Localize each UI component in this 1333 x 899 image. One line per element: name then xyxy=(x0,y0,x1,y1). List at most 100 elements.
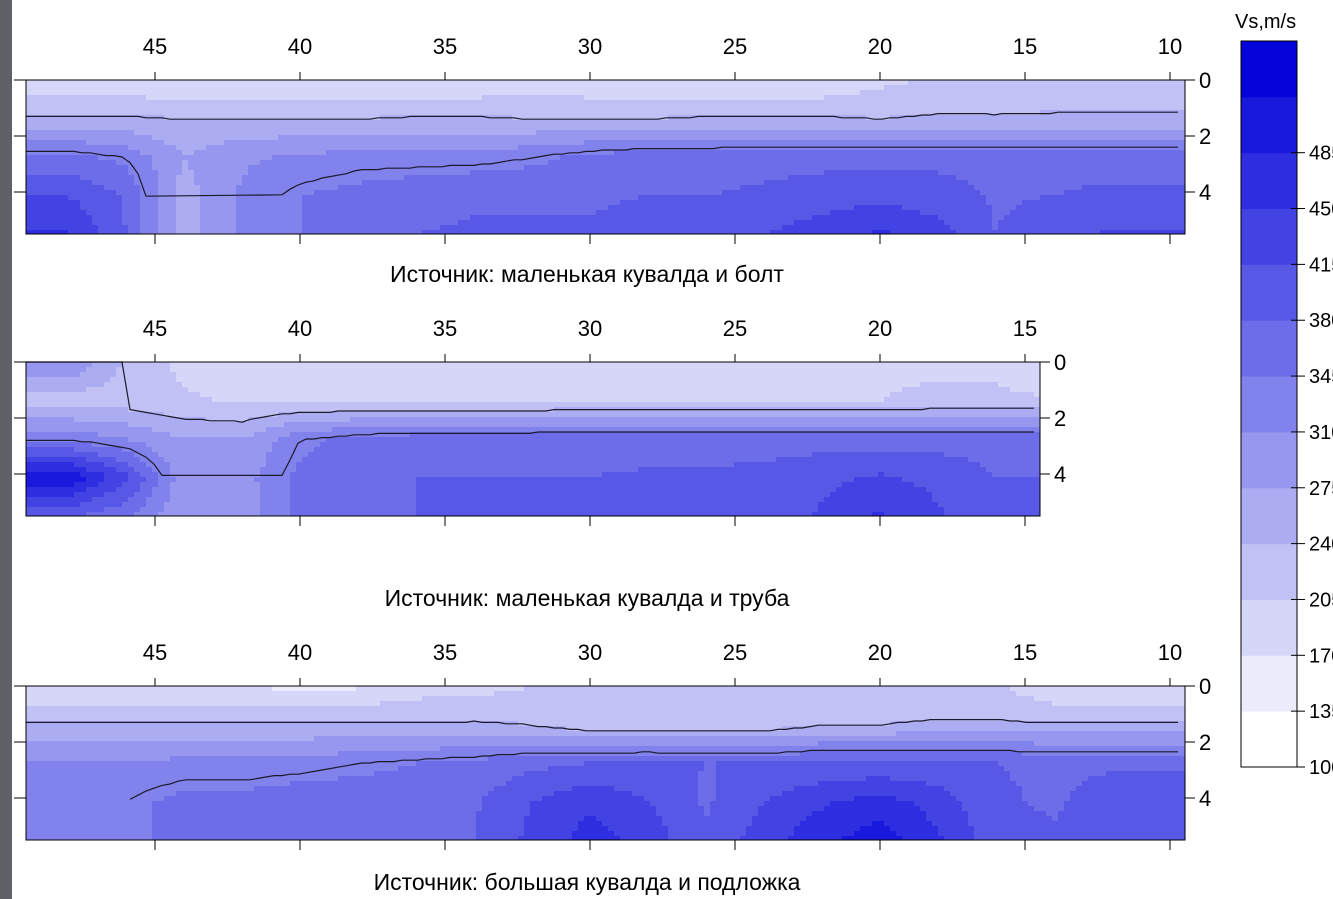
contour-cell xyxy=(578,185,585,191)
contour-cell xyxy=(98,110,105,116)
contour-cell xyxy=(608,170,615,176)
contour-cell xyxy=(686,85,693,91)
contour-cell xyxy=(638,190,645,196)
contour-cell xyxy=(980,150,987,156)
contour-cell xyxy=(68,145,75,151)
contour-cell xyxy=(1154,155,1161,161)
contour-cell xyxy=(698,195,705,201)
contour-cell xyxy=(1052,155,1059,161)
contour-cell xyxy=(386,185,393,191)
contour-cell xyxy=(398,130,405,136)
contour-cell xyxy=(698,190,705,196)
contour-cell xyxy=(812,170,819,176)
contour-cell xyxy=(722,165,729,171)
contour-cell xyxy=(1118,105,1125,111)
contour-cell xyxy=(200,165,207,171)
contour-cell xyxy=(884,125,891,131)
contour-cell xyxy=(1166,120,1173,126)
contour-cell xyxy=(752,180,759,186)
contour-cell xyxy=(746,205,753,211)
contour-cell xyxy=(104,95,111,101)
contour-cell xyxy=(734,130,741,136)
contour-cell xyxy=(824,190,831,196)
contour-cell xyxy=(56,105,63,111)
contour-cell xyxy=(800,165,807,171)
contour-cell xyxy=(530,145,537,151)
contour-cell xyxy=(122,200,129,206)
contour-cell xyxy=(1076,95,1083,101)
contour-cell xyxy=(362,105,369,111)
contour-cell xyxy=(854,85,861,91)
contour-cell xyxy=(428,125,435,131)
contour-cell xyxy=(782,150,789,156)
contour-cell xyxy=(572,125,579,131)
contour-cell xyxy=(884,175,891,181)
contour-cell xyxy=(506,95,513,101)
contour-cell xyxy=(500,90,507,96)
contour-cell xyxy=(890,105,897,111)
contour-cell xyxy=(590,145,597,151)
contour-cell xyxy=(716,190,723,196)
contour-cell xyxy=(152,180,159,186)
contour-cell xyxy=(452,190,459,196)
contour-cell xyxy=(650,170,657,176)
contour-cell xyxy=(878,120,885,126)
contour-cell xyxy=(92,140,99,146)
contour-cell xyxy=(44,130,51,136)
contour-cell xyxy=(242,130,249,136)
contour-cell xyxy=(104,170,111,176)
contour-cell xyxy=(584,200,591,206)
contour-cell xyxy=(50,205,57,211)
contour-cell xyxy=(554,135,561,141)
contour-cell xyxy=(524,95,531,101)
contour-cell xyxy=(260,140,267,146)
contour-cell xyxy=(1160,155,1167,161)
contour-cell xyxy=(170,145,177,151)
contour-cell xyxy=(26,145,33,151)
contour-cell xyxy=(842,195,849,201)
contour-cell xyxy=(356,160,363,166)
contour-cell xyxy=(356,185,363,191)
contour-cell xyxy=(356,80,363,86)
contour-cell xyxy=(524,135,531,141)
contour-cell xyxy=(1046,80,1053,86)
contour-cell xyxy=(704,175,711,181)
contour-cell xyxy=(572,170,579,176)
contour-cell xyxy=(680,180,687,186)
contour-cell xyxy=(770,160,777,166)
contour-cell xyxy=(668,175,675,181)
contour-cell xyxy=(464,110,471,116)
contour-cell xyxy=(818,135,825,141)
contour-cell xyxy=(446,190,453,196)
contour-cell xyxy=(38,80,45,86)
contour-cell xyxy=(344,130,351,136)
contour-cell xyxy=(950,110,957,116)
contour-cell xyxy=(1142,105,1149,111)
contour-cell xyxy=(854,95,861,101)
contour-cell xyxy=(536,80,543,86)
contour-cell xyxy=(440,185,447,191)
contour-cell xyxy=(926,130,933,136)
contour-cell xyxy=(56,175,63,181)
contour-cell xyxy=(668,140,675,146)
contour-cell xyxy=(254,165,261,171)
contour-cell xyxy=(572,80,579,86)
contour-cell xyxy=(386,200,393,206)
contour-cell xyxy=(602,170,609,176)
contour-cell xyxy=(422,90,429,96)
contour-cell xyxy=(620,100,627,106)
contour-cell xyxy=(860,80,867,86)
contour-cell xyxy=(830,205,837,211)
contour-cell xyxy=(974,95,981,101)
contour-cell xyxy=(704,170,711,176)
contour-cell xyxy=(512,80,519,86)
contour-cell xyxy=(1064,100,1071,106)
contour-cell xyxy=(500,100,507,106)
contour-cell xyxy=(662,90,669,96)
contour-cell xyxy=(1076,200,1083,206)
contour-cell xyxy=(200,135,207,141)
contour-cell xyxy=(1034,180,1041,186)
contour-cell xyxy=(788,90,795,96)
contour-cell xyxy=(302,85,309,91)
contour-cell xyxy=(998,85,1005,91)
